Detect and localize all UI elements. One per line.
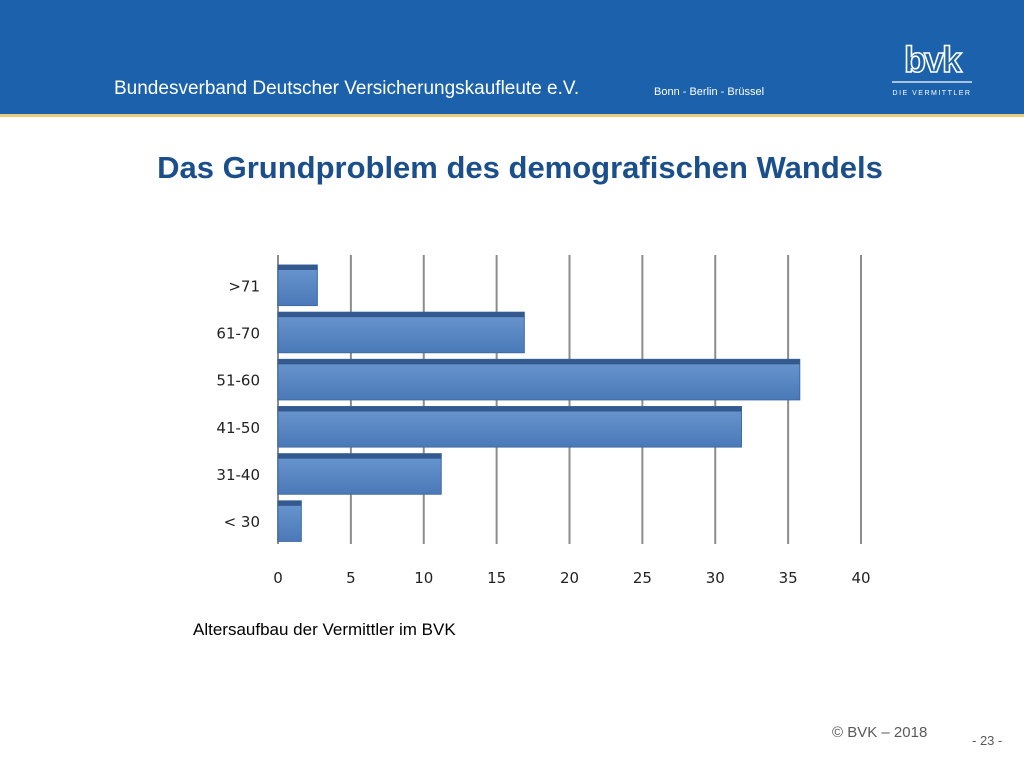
x-tick-label: 15 bbox=[487, 569, 506, 587]
logo-tagline: DIE VERMITTLER bbox=[892, 90, 972, 97]
x-tick-label: 35 bbox=[779, 569, 798, 587]
organization-name: Bundesverband Deutscher Versicherungskau… bbox=[114, 78, 580, 99]
category-label: >71 bbox=[228, 277, 260, 295]
bar-5 bbox=[277, 500, 302, 542]
page-title: Das Grundproblem des demografischen Wand… bbox=[157, 150, 883, 185]
header-bar: Bundesverband Deutscher Versicherungskau… bbox=[0, 0, 1024, 117]
category-label: < 30 bbox=[224, 513, 260, 531]
bar-top-edge-3 bbox=[278, 406, 742, 412]
chart-caption: Altersaufbau der Vermittler im BVK bbox=[193, 620, 456, 639]
x-tick-label: 40 bbox=[851, 569, 870, 587]
x-tick-label: 0 bbox=[273, 569, 283, 587]
page-number: - 23 - bbox=[972, 733, 1003, 748]
category-label: 51-60 bbox=[216, 372, 260, 390]
bvk-logo: bvk bbox=[892, 38, 972, 83]
bar-top-edge-4 bbox=[278, 453, 442, 459]
bar-3 bbox=[277, 406, 742, 448]
bar-top-edge-1 bbox=[278, 312, 525, 318]
x-tick-label: 10 bbox=[414, 569, 433, 587]
category-label: 61-70 bbox=[216, 324, 260, 342]
copyright-notice: © BVK – 2018 bbox=[832, 724, 928, 741]
age-distribution-chart: 0 5 10 15 20 25 30 35 40 >71 61-70 51-60 41-50 31-40 <… bbox=[216, 255, 871, 587]
x-tick-label: 20 bbox=[560, 569, 579, 587]
bar-2 bbox=[277, 358, 801, 401]
bar-top-edge-0 bbox=[278, 265, 318, 270]
logo-letters: bvk bbox=[904, 39, 963, 80]
bar-top-edge-5 bbox=[278, 500, 302, 506]
bar-top-edge-2 bbox=[278, 359, 800, 365]
office-locations: Bonn - Berlin - Brüssel bbox=[654, 86, 765, 98]
bar-4 bbox=[277, 453, 442, 495]
bar-1 bbox=[277, 311, 525, 354]
x-tick-label: 30 bbox=[706, 569, 725, 587]
category-label: 31-40 bbox=[216, 466, 260, 484]
category-label: 41-50 bbox=[216, 419, 260, 437]
x-tick-label: 25 bbox=[633, 569, 652, 587]
bar-0 bbox=[277, 264, 318, 307]
x-tick-label: 5 bbox=[346, 569, 356, 587]
